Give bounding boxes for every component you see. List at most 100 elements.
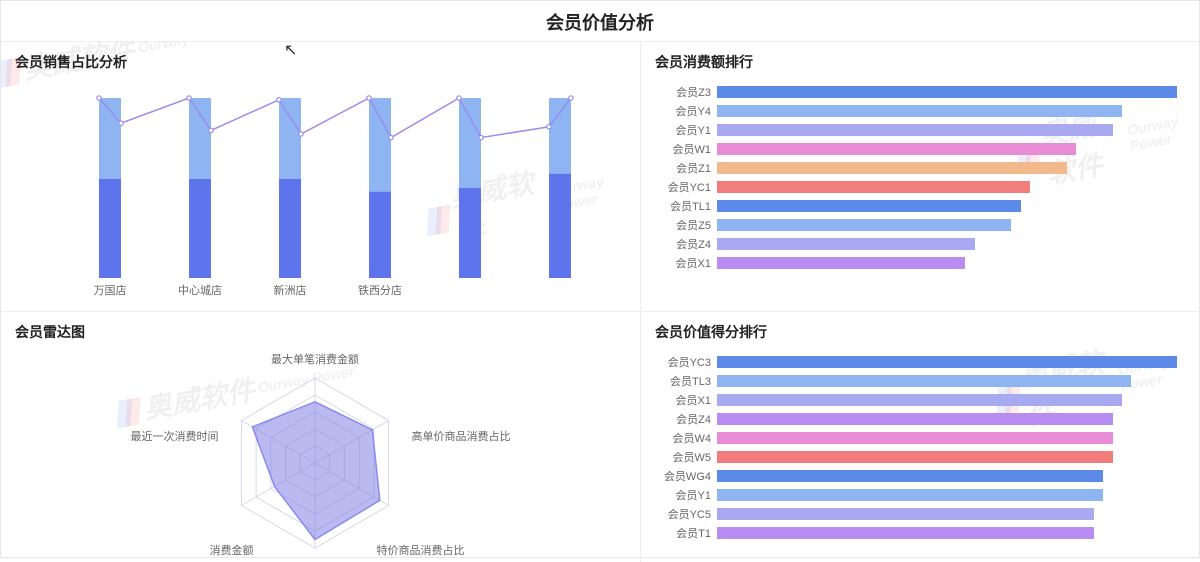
panel-spend-rank: ▮▮ 奥威软件 Ourway Power 会员消费额排行 会员Z3会员Y4会员Y… <box>641 42 1200 312</box>
hbar-row[interactable]: 会员W5 <box>655 447 1177 466</box>
hbar-fill <box>717 181 1030 193</box>
hbar-row[interactable]: 会员Y1 <box>655 120 1177 139</box>
hbar-label: 会员YC5 <box>655 506 717 522</box>
hbar-fill <box>717 105 1122 117</box>
hbar-track <box>717 143 1177 155</box>
radar-axis-label: 特价商品消费占比 <box>376 542 464 558</box>
hbar-label: 会员YC3 <box>655 354 717 370</box>
hbar-label: 会员YC1 <box>655 179 717 195</box>
radar-axis-label: 消费金额 <box>210 542 254 558</box>
hbar-fill <box>717 470 1103 482</box>
hbar-track <box>717 181 1177 193</box>
hbar-row[interactable]: 会员YC5 <box>655 504 1177 523</box>
hbar-fill <box>717 451 1113 463</box>
hbar-label: 会员TL1 <box>655 198 717 214</box>
radar-axis-label: 最近一次消费时间 <box>130 428 218 444</box>
hbar-track <box>717 86 1177 98</box>
hbar-fill <box>717 162 1067 174</box>
radar-axis-label: 最大单笔消费金额 <box>271 351 359 367</box>
hbar-track <box>717 413 1177 425</box>
hbar-label: 会员WG4 <box>655 468 717 484</box>
hbar-label: 会员TL3 <box>655 373 717 389</box>
hbar-label: 会员W1 <box>655 141 717 157</box>
hbar-track <box>717 219 1177 231</box>
x-axis-label: 铁西分店 <box>358 283 402 297</box>
panel-title-value-rank: 会员价值得分排行 <box>655 322 1187 342</box>
hbar-fill <box>717 238 975 250</box>
x-axis-label: 中心城店 <box>178 283 222 297</box>
hbar-row[interactable]: 会员W1 <box>655 139 1177 158</box>
hbar-fill <box>717 413 1113 425</box>
hbar-track <box>717 432 1177 444</box>
spend-rank-chart[interactable]: 会员Z3 会员Y4 会员Y1 会员W1 会员Z1 会员YC1 会员TL1 会员Z5 会员Z4 会员… <box>655 78 1187 305</box>
hbar-row[interactable]: 会员Z1 <box>655 158 1177 177</box>
hbar-label: 会员Z4 <box>655 236 717 252</box>
hbar-label: 会员T1 <box>655 525 717 541</box>
hbar-row[interactable]: 会员Z4 <box>655 409 1177 428</box>
hbar-track <box>717 527 1177 539</box>
hbar-track <box>717 470 1177 482</box>
hbar-row[interactable]: 会员X1 <box>655 253 1177 272</box>
hbar-row[interactable]: 会员WG4 <box>655 466 1177 485</box>
panel-value-rank: ▮▮ 奥威软件 Ourway Power 会员价值得分排行 会员YC3会员TL3… <box>641 312 1200 562</box>
value-rank-chart[interactable]: 会员YC3 会员TL3 会员X1 会员Z4会员W4 会员W5 会员WG4 会员Y1 会员YC5… <box>655 348 1187 556</box>
hbar-row[interactable]: 会员Z5 <box>655 215 1177 234</box>
hbar-label: 会员X1 <box>655 255 717 271</box>
hbar-fill <box>717 86 1177 98</box>
hbar-fill <box>717 200 1021 212</box>
hbar-track <box>717 451 1177 463</box>
hbar-label: 会员Y1 <box>655 122 717 138</box>
page-title: 会员价值分析 <box>1 9 1199 35</box>
hbar-track <box>717 200 1177 212</box>
hbar-label: 会员Y4 <box>655 103 717 119</box>
hbar-track <box>717 356 1177 368</box>
hbar-label: 会员Z3 <box>655 84 717 100</box>
hbar-row[interactable]: 会员Y1 <box>655 485 1177 504</box>
hbar-row[interactable]: 会员Z3 <box>655 82 1177 101</box>
radar-chart[interactable]: 最大单笔消费金额高单价商品消费占比特价商品消费占比 消费金额 最近一次消费时间 <box>15 348 626 558</box>
panel-sales-ratio: ▮▮ 奥威软件 Ourway Power ▮▮ 奥威软件 Ourway Powe… <box>1 42 641 312</box>
hbar-track <box>717 394 1177 406</box>
hbar-fill <box>717 508 1094 520</box>
hbar-fill <box>717 394 1122 406</box>
hbar-fill <box>717 527 1094 539</box>
hbar-row[interactable]: 会员Y4 <box>655 101 1177 120</box>
panel-radar: ▮▮ 奥威软件 Ourway Power 会员雷达图 最大单笔消费金额高单价商品… <box>1 312 641 562</box>
hbar-track <box>717 162 1177 174</box>
hbar-fill <box>717 257 965 269</box>
x-axis-label: 新洲店 <box>274 283 307 297</box>
hbar-row[interactable]: 会员W4 <box>655 428 1177 447</box>
hbar-track <box>717 489 1177 501</box>
hbar-row[interactable]: 会员X1 <box>655 390 1177 409</box>
hbar-label: 会员X1 <box>655 392 717 408</box>
hbar-fill <box>717 356 1177 368</box>
sales-ratio-chart[interactable]: 万国店 中心城店 新洲店 铁西分店 <box>15 78 626 305</box>
hbar-row[interactable]: 会员YC3 <box>655 352 1177 371</box>
hbar-label: 会员Z5 <box>655 217 717 233</box>
hbar-track <box>717 508 1177 520</box>
page-title-bar: 会员价值分析 <box>1 1 1199 42</box>
hbar-track <box>717 238 1177 250</box>
hbar-row[interactable]: 会员TL3 <box>655 371 1177 390</box>
hbar-row[interactable]: 会员T1 <box>655 523 1177 542</box>
hbar-label: 会员Z1 <box>655 160 717 176</box>
radar-axis-label: 高单价商品消费占比 <box>412 428 511 444</box>
hbar-track <box>717 105 1177 117</box>
hbar-track <box>717 375 1177 387</box>
hbar-row[interactable]: 会员YC1 <box>655 177 1177 196</box>
hbar-fill <box>717 219 1011 231</box>
x-axis-label: 万国店 <box>94 283 127 297</box>
hbar-row[interactable]: 会员Z4 <box>655 234 1177 253</box>
hbar-fill <box>717 432 1113 444</box>
hbar-track <box>717 124 1177 136</box>
hbar-fill <box>717 375 1131 387</box>
hbar-label: 会员Y1 <box>655 487 717 503</box>
hbar-fill <box>717 124 1113 136</box>
hbar-label: 会员Z4 <box>655 411 717 427</box>
hbar-track <box>717 257 1177 269</box>
hbar-fill <box>717 489 1103 501</box>
hbar-row[interactable]: 会员TL1 <box>655 196 1177 215</box>
hbar-label: 会员W5 <box>655 449 717 465</box>
panel-title-sales-ratio: 会员销售占比分析 <box>15 52 626 72</box>
panel-title-radar: 会员雷达图 <box>15 322 626 342</box>
